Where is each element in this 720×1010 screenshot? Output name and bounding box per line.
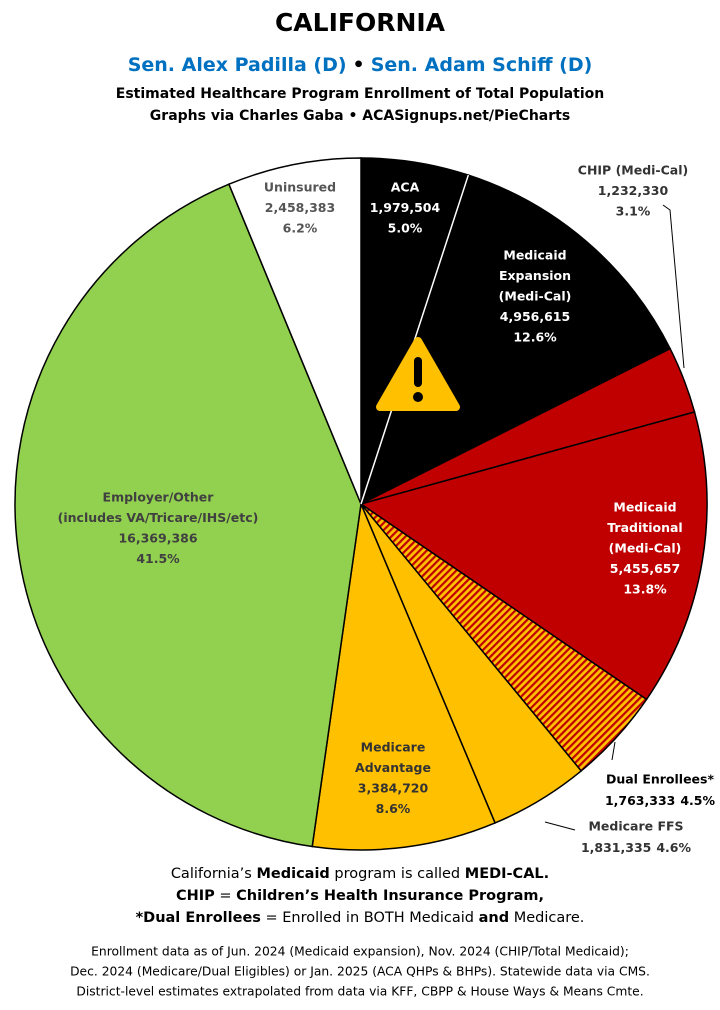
labels: ACA 1,979,504 5.0% Medicaid Expansion (Medi-C… <box>58 163 716 855</box>
percent-label: 5.0% <box>388 221 423 236</box>
slice-label: Medicare FFS <box>588 819 683 834</box>
footer: District-level estimates extrapolated fr… <box>76 985 643 999</box>
slice-value: 1,763,333 4.5% <box>605 793 716 808</box>
slice-label: Advantage <box>355 760 431 775</box>
subtitle: Graphs via Charles Gaba • ACASignups.net… <box>150 108 570 124</box>
percent-label: 6.2% <box>283 221 318 236</box>
slice <box>14 183 362 848</box>
value-label: 4,956,615 <box>500 309 570 324</box>
slice-label: CHIP (Medi-Cal) <box>578 163 688 178</box>
slice <box>359 174 672 506</box>
value-label: 1,979,504 <box>370 200 441 215</box>
percent-label: 4.5% <box>680 793 715 808</box>
warning-icon <box>376 337 460 411</box>
note-part: *Dual Enrollees <box>136 910 261 926</box>
slice-label: Traditional <box>607 520 682 535</box>
value-label: 1,232,330 <box>598 183 669 198</box>
footer: Enrollment data as of Jun. 2024 (Medicai… <box>91 945 629 959</box>
slice-label: Employer/Other <box>103 490 215 505</box>
note-part: MEDI-CAL. <box>465 866 549 882</box>
percent-label: 13.8% <box>623 582 667 597</box>
slice <box>311 501 497 851</box>
value-label: 16,369,386 <box>118 531 197 546</box>
note: *Dual Enrollees = Enrolled in BOTH Medic… <box>136 910 585 926</box>
slice-label: Medicare <box>361 740 426 755</box>
percent-label: 8.6% <box>376 801 411 816</box>
leader-line <box>662 204 685 369</box>
note-part: = <box>215 888 236 904</box>
note: California’s Medicaid program is called … <box>171 866 549 882</box>
note-part: Children’s Health Insurance Program, <box>236 888 544 904</box>
slice-value: 1,831,335 4.6% <box>581 840 692 855</box>
senator: Sen. Adam Schiff (D) <box>371 54 593 76</box>
slice <box>359 411 708 701</box>
note-part: CHIP <box>176 888 215 904</box>
slice-label: (Medi-Cal) <box>499 289 572 304</box>
note: CHIP = Children’s Health Insurance Progr… <box>176 888 544 904</box>
leader-line <box>544 821 576 831</box>
note-part: program is called <box>330 866 465 882</box>
slice-label: Medicaid <box>613 500 676 515</box>
note-part: = Enrolled in BOTH Medicaid <box>261 910 479 926</box>
slice-label: Expansion <box>499 268 571 283</box>
note-part: Medicaid <box>256 866 329 882</box>
subtitle: Estimated Healthcare Program Enrollment … <box>116 86 604 102</box>
slice-label: Medicaid <box>503 248 566 263</box>
chart-title: CALIFORNIA <box>275 8 446 37</box>
leader-line <box>611 741 616 761</box>
pie <box>14 157 708 851</box>
value-label: 2,458,383 <box>265 200 335 215</box>
percent-label: 3.1% <box>616 204 651 219</box>
slice-label: (Medi-Cal) <box>609 541 682 556</box>
footer: Dec. 2024 (Medicare/Dual Eligibles) or J… <box>70 965 650 979</box>
slice-label: (includes VA/Tricare/IHS/etc) <box>58 510 259 525</box>
note-part: California’s <box>171 866 257 882</box>
note-part: Medicare. <box>509 910 584 926</box>
value-label: 1,831,335 <box>581 840 651 855</box>
senator: Sen. Alex Padilla (D) <box>128 54 347 76</box>
slice-label: Uninsured <box>264 180 336 195</box>
slice <box>227 157 362 505</box>
percent-label: 4.6% <box>656 840 691 855</box>
percent-label: 12.6% <box>513 330 557 345</box>
value-label: 3,384,720 <box>358 781 429 796</box>
note-part: and <box>479 910 510 926</box>
percent-label: 41.5% <box>136 551 180 566</box>
slice-label: ACA <box>391 180 420 195</box>
senators: Sen. Alex Padilla (D) • Sen. Adam Schiff (… <box>128 54 593 76</box>
separator: • <box>353 54 365 76</box>
slice-label: Dual Enrollees* <box>606 772 715 787</box>
value-label: 1,763,333 <box>605 793 675 808</box>
value-label: 5,455,657 <box>610 561 680 576</box>
